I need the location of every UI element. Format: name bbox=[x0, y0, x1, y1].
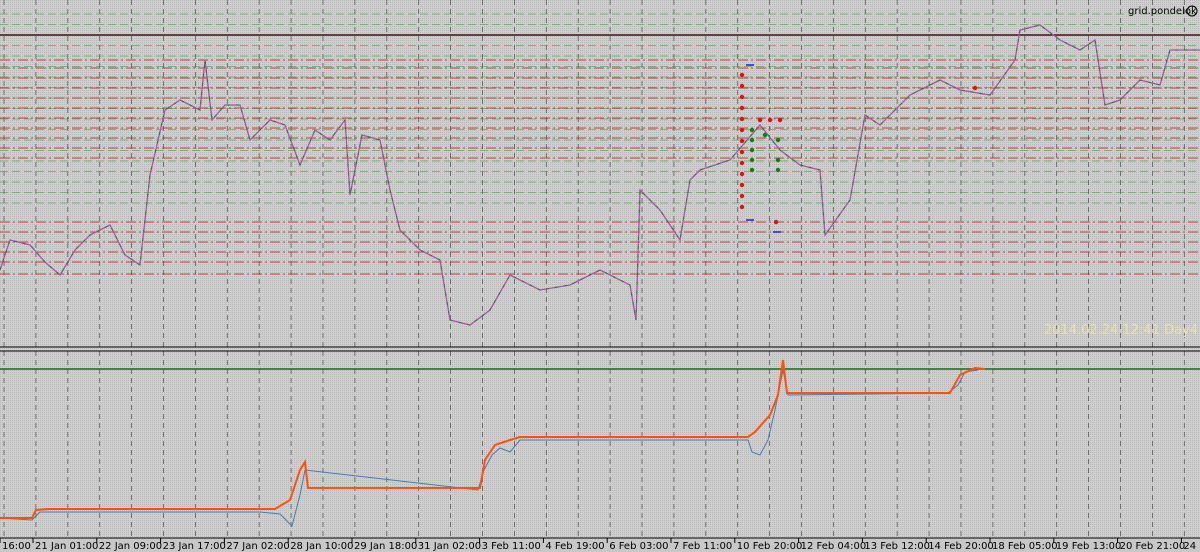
sell-marker bbox=[757, 117, 763, 123]
time-label: 22 Jan 09:00 bbox=[99, 541, 162, 552]
sell-marker bbox=[739, 160, 745, 166]
time-label: 21 Jan 01:00 bbox=[35, 541, 98, 552]
expert-icon bbox=[1186, 5, 1198, 17]
time-label: 24 bbox=[1183, 541, 1196, 552]
time-label: 14 Feb 20:00 bbox=[928, 541, 994, 552]
sell-marker bbox=[739, 94, 745, 100]
sell-marker bbox=[767, 117, 773, 123]
sell-marker bbox=[777, 117, 783, 123]
expert-name: grid.pondelok bbox=[1128, 6, 1197, 17]
time-label: 31 Jan 02:00 bbox=[418, 541, 481, 552]
buy-marker bbox=[775, 137, 781, 143]
sell-marker bbox=[739, 182, 745, 188]
time-label: 6 Feb 03:00 bbox=[609, 541, 668, 552]
time-label: 3 Feb 11:00 bbox=[482, 541, 541, 552]
sell-marker bbox=[773, 219, 779, 225]
buy-marker bbox=[749, 147, 755, 153]
indicator-signal bbox=[0, 369, 979, 527]
time-label: 13 Feb 12:00 bbox=[864, 541, 930, 552]
sell-marker bbox=[739, 171, 745, 177]
sell-marker bbox=[739, 105, 745, 111]
time-label: 20 Feb 21:00 bbox=[1120, 541, 1186, 552]
indicator-line bbox=[0, 359, 986, 519]
buy-marker bbox=[762, 132, 768, 138]
time-label: 10 Feb 20:00 bbox=[737, 541, 803, 552]
time-label: 28 Jan 10:00 bbox=[290, 541, 353, 552]
buy-marker bbox=[775, 157, 781, 163]
time-label: 27 Jan 02:00 bbox=[226, 541, 289, 552]
time-label: 19 Feb 13:00 bbox=[1056, 541, 1122, 552]
time-label: 12 Feb 04:00 bbox=[801, 541, 867, 552]
sell-marker bbox=[972, 85, 978, 91]
sell-marker bbox=[739, 204, 745, 210]
sell-marker bbox=[739, 193, 745, 199]
order-markers bbox=[739, 64, 978, 233]
price-line-up bbox=[0, 24, 1200, 326]
time-label: 29 Jan 18:00 bbox=[354, 541, 417, 552]
sell-marker bbox=[739, 72, 745, 78]
buy-marker bbox=[749, 137, 755, 143]
buy-marker bbox=[775, 167, 781, 173]
time-label: 18 Feb 05:00 bbox=[992, 541, 1058, 552]
buy-marker bbox=[749, 167, 755, 173]
buy-marker bbox=[749, 157, 755, 163]
time-label: 7 Feb 11:00 bbox=[673, 541, 732, 552]
sell-marker bbox=[739, 116, 745, 122]
watermark: 2014.02.24 12:41 Day4 bbox=[1044, 323, 1198, 338]
grid bbox=[0, 0, 1200, 538]
time-axis-labels: 16:00 21 Jan 01:00 22 Jan 09:00 23 Jan 17:0… bbox=[0, 538, 1196, 552]
time-label: 16:00 bbox=[2, 541, 31, 552]
sell-marker bbox=[739, 83, 745, 89]
buy-marker bbox=[749, 127, 755, 133]
sell-marker bbox=[739, 138, 745, 144]
sell-marker bbox=[739, 149, 745, 155]
time-axis bbox=[0, 538, 1200, 552]
sell-marker bbox=[739, 127, 745, 133]
time-label: 4 Feb 19:00 bbox=[545, 541, 604, 552]
time-label: 23 Jan 17:00 bbox=[163, 541, 226, 552]
